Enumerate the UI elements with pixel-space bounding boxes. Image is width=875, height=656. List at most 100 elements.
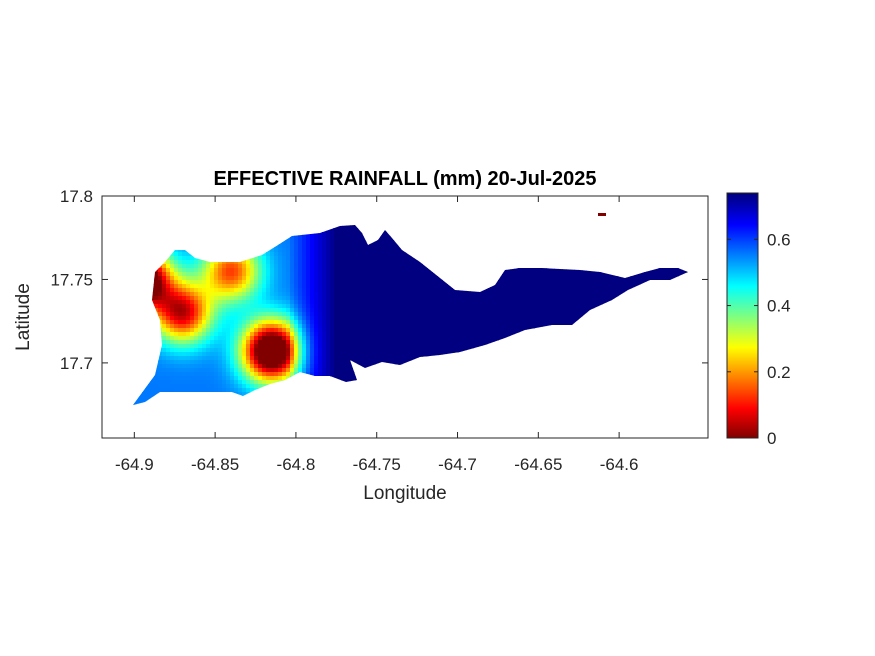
heat-cell [206, 360, 211, 365]
heat-cell [186, 304, 191, 309]
heat-cell [350, 268, 355, 273]
heat-cell [322, 228, 327, 233]
heat-cell [434, 276, 439, 281]
heat-cell [358, 376, 363, 381]
heat-cell [238, 272, 243, 277]
heat-cell [354, 400, 359, 405]
heat-cell [274, 368, 279, 373]
heat-cell [430, 292, 435, 297]
heat-cell [418, 340, 423, 345]
heat-cell [362, 264, 367, 269]
heat-cell [418, 225, 423, 229]
heat-cell [154, 272, 159, 277]
heat-cell [322, 364, 327, 369]
heat-cell [386, 324, 391, 329]
heat-cell [238, 340, 243, 345]
heat-cell [282, 408, 287, 413]
heat-cell [374, 228, 379, 233]
heat-cell [402, 316, 407, 321]
heat-cell [278, 296, 283, 301]
heat-cell [106, 264, 111, 269]
heat-cell [270, 328, 275, 333]
heat-cell [262, 225, 267, 229]
heat-cell [430, 312, 435, 317]
heat-cell [226, 225, 231, 229]
heat-cell [154, 392, 159, 397]
heat-cell [330, 408, 335, 413]
heat-cell [342, 256, 347, 261]
heat-cell [222, 388, 227, 393]
heat-cell [174, 272, 179, 277]
heat-cell [266, 360, 271, 365]
heat-cell [410, 336, 415, 341]
heat-cell [414, 284, 419, 289]
heat-cell [154, 220, 159, 225]
heat-cell [346, 228, 351, 233]
heat-cell [210, 336, 215, 341]
heat-cell [466, 404, 471, 405]
heat-cell [134, 244, 139, 249]
heat-cell [322, 296, 327, 301]
heat-cell [350, 344, 355, 349]
heat-cell [438, 348, 443, 353]
heat-cell [334, 360, 339, 365]
heat-cell [142, 292, 147, 297]
heat-cell [346, 396, 351, 401]
heat-cell [442, 388, 447, 393]
heat-cell [286, 260, 291, 265]
heat-cell [286, 248, 291, 253]
heat-cell [234, 260, 239, 265]
heat-cell [250, 352, 255, 357]
heat-cell [133, 376, 135, 381]
heat-cell [342, 220, 347, 225]
heat-cell [386, 348, 391, 353]
heat-cell [398, 236, 403, 241]
heat-cell [422, 324, 427, 329]
heat-cell [206, 296, 211, 301]
heat-cell [110, 272, 115, 277]
heat-cell [250, 248, 255, 253]
heat-cell [198, 352, 203, 357]
heat-cell [142, 236, 147, 241]
heat-cell [302, 232, 307, 237]
heat-cell [238, 320, 243, 325]
heat-cell [422, 336, 427, 341]
heat-cell [426, 272, 431, 277]
heat-cell [502, 228, 507, 233]
heat-cell [370, 248, 375, 253]
heat-cell [262, 296, 267, 301]
heat-cell [390, 264, 395, 269]
heat-cell [378, 308, 383, 313]
heat-cell [246, 372, 251, 377]
heat-cell [366, 276, 371, 281]
heat-cell [122, 348, 127, 353]
heat-cell [430, 232, 435, 237]
heat-cell [162, 264, 167, 269]
heat-cell [366, 348, 371, 353]
heat-cell [470, 228, 475, 233]
heat-cell [274, 228, 279, 233]
heat-cell [350, 360, 355, 365]
heat-cell [390, 332, 395, 337]
heat-cell [438, 388, 443, 393]
heat-cell [278, 392, 283, 397]
heat-cell [138, 348, 143, 353]
heat-cell [226, 244, 231, 249]
heat-cell [210, 292, 215, 297]
heat-cell [110, 236, 115, 241]
heat-cell [442, 376, 447, 381]
heat-cell [254, 316, 259, 321]
heat-cell [442, 232, 447, 237]
heat-cell [242, 308, 247, 313]
heat-cell [162, 324, 167, 329]
heat-cell [370, 408, 375, 413]
heat-cell [454, 268, 459, 273]
heat-cell [218, 324, 223, 329]
heat-cell [133, 344, 135, 349]
heat-cell [318, 384, 323, 389]
heat-cell [218, 400, 223, 405]
heat-cell [198, 364, 203, 369]
heat-cell [210, 360, 215, 365]
heat-cell [350, 324, 355, 329]
heat-cell [326, 392, 331, 397]
